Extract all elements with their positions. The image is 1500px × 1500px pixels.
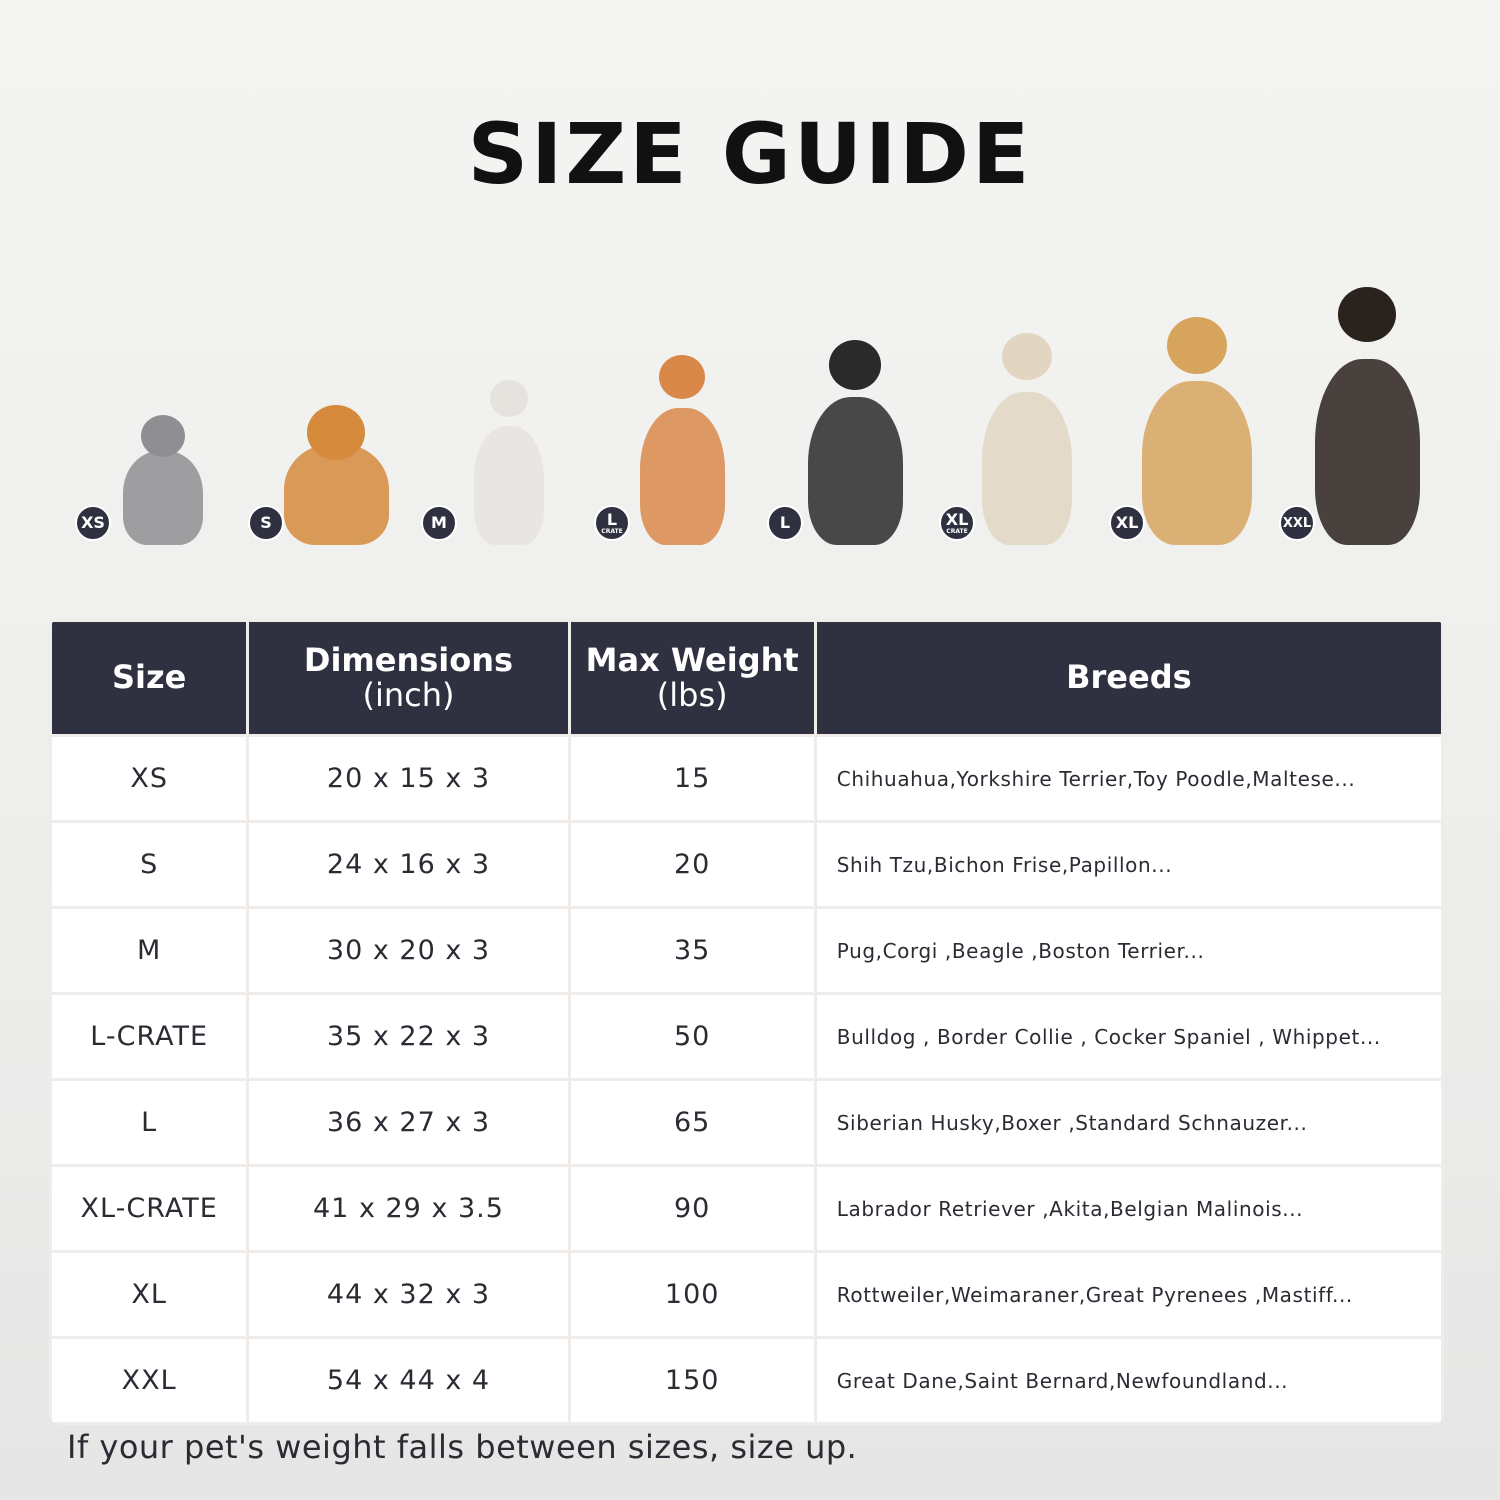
size-cell: M (52, 909, 247, 992)
cat-head (141, 415, 185, 457)
badge-label: XXL (1282, 515, 1312, 531)
pet-cat (123, 415, 203, 545)
size-badge: XL CRATE (939, 505, 975, 541)
pet-pomeranian (283, 405, 389, 545)
badge-label: L (779, 513, 791, 532)
table-row: L 36 x 27 x 3 65 Siberian Husky,Boxer ,Stan… (52, 1081, 1441, 1164)
table-row: XL 44 x 32 x 3 100 Rottweiler,Weimaraner,Gr… (52, 1253, 1441, 1336)
pet-border-collie (807, 340, 903, 545)
badge-label: S (260, 513, 272, 532)
breeds-cell: Great Dane,Saint Bernard,Newfoundland... (816, 1339, 1441, 1422)
dimensions-cell: 20 x 15 x 3 (249, 737, 568, 820)
labrador-head (1002, 333, 1052, 381)
pet-labrador (982, 333, 1072, 545)
table-row: XL-CRATE 41 x 29 x 3.5 90 Labrador Retrieve… (52, 1167, 1441, 1250)
pet-shiba-inu (639, 355, 725, 545)
size-cell: XS (52, 737, 247, 820)
size-cell: S (52, 823, 247, 906)
max-weight-cell: 50 (570, 995, 814, 1078)
badge-sublabel: CRATE (946, 527, 968, 535)
shiba-inu-image (639, 408, 725, 545)
shiba-inu-head (658, 355, 706, 400)
labrador-image (982, 392, 1072, 545)
table-row: L-CRATE 35 x 22 x 3 50 Bulldog , Border Col… (52, 995, 1441, 1078)
size-cell: XXL (52, 1339, 247, 1422)
breeds-cell: Shih Tzu,Bichon Frise,Papillon... (816, 823, 1441, 906)
breeds-cell: Siberian Husky,Boxer ,Standard Schnauzer… (816, 1081, 1441, 1164)
max-weight-cell: 90 (570, 1167, 814, 1250)
max-weight-cell: 150 (570, 1339, 814, 1422)
header-line: Max Weight (585, 640, 799, 679)
size-table: Size Dimensions (inch) Max Weight (lbs) Breed… (49, 619, 1444, 1425)
breeds-cell: Chihuahua,Yorkshire Terrier,Toy Poodle,M… (816, 737, 1441, 820)
pomeranian-head (307, 405, 365, 460)
cat-image (123, 451, 203, 545)
table-row: XS 20 x 15 x 3 15 Chihuahua,Yorkshire Terri… (52, 737, 1441, 820)
badge-label: XL (1115, 513, 1139, 532)
size-cell: L-CRATE (52, 995, 247, 1078)
table-row: M 30 x 20 x 3 35 Pug,Corgi ,Beagle ,Boston … (52, 909, 1441, 992)
breeds-cell: Pug,Corgi ,Beagle ,Boston Terrier... (816, 909, 1441, 992)
size-badge: M (421, 505, 457, 541)
badge-sublabel: CRATE (601, 527, 623, 535)
max-weight-cell: 20 (570, 823, 814, 906)
badge-label: XS (81, 513, 105, 532)
size-badge: XS (75, 505, 111, 541)
doberman-image (1314, 359, 1420, 545)
badge-label: M (431, 513, 447, 532)
header-line: Breeds (1066, 658, 1192, 697)
pomeranian-image (283, 444, 389, 545)
doberman-head (1338, 287, 1396, 342)
size-cell: L (52, 1081, 247, 1164)
badge-label: L (606, 509, 618, 529)
golden-retriever-head (1166, 317, 1228, 375)
dimensions-cell: 35 x 22 x 3 (249, 995, 568, 1078)
column-header: Size (52, 622, 247, 734)
dimensions-cell: 54 x 44 x 4 (249, 1339, 568, 1422)
column-header: Breeds (816, 622, 1441, 734)
max-weight-cell: 35 (570, 909, 814, 992)
border-collie-image (807, 397, 903, 545)
header-line: Dimensions (303, 640, 514, 679)
header-unit: (inch) (362, 676, 455, 714)
border-collie-head (828, 340, 882, 390)
header-unit: (lbs) (656, 676, 728, 714)
page-title: SIZE GUIDE (467, 105, 1033, 203)
column-header: Dimensions (inch) (249, 622, 568, 734)
size-badge: S (248, 505, 284, 541)
size-badge: L CRATE (594, 505, 630, 541)
sizing-note: If your pet's weight falls between sizes… (67, 1428, 858, 1466)
pet-french-bulldog (474, 380, 544, 545)
breeds-cell: Bulldog , Border Collie , Cocker Spaniel… (816, 995, 1441, 1078)
dimensions-cell: 24 x 16 x 3 (249, 823, 568, 906)
table-row: XXL 54 x 44 x 4 150 Great Dane,Saint Bernar… (52, 1339, 1441, 1422)
dimensions-cell: 30 x 20 x 3 (249, 909, 568, 992)
max-weight-cell: 15 (570, 737, 814, 820)
size-cell: XL (52, 1253, 247, 1336)
size-badge: XXL (1279, 505, 1315, 541)
max-weight-cell: 65 (570, 1081, 814, 1164)
column-header: Max Weight (lbs) (570, 622, 814, 734)
dimensions-cell: 41 x 29 x 3.5 (249, 1167, 568, 1250)
golden-retriever-image (1142, 380, 1252, 545)
dimensions-cell: 44 x 32 x 3 (249, 1253, 568, 1336)
size-badge: XL (1109, 505, 1145, 541)
header-line: Size (112, 658, 187, 697)
size-badge: L (767, 505, 803, 541)
breeds-cell: Labrador Retriever ,Akita,Belgian Malino… (816, 1167, 1441, 1250)
badge-label: XL (945, 509, 969, 529)
table-row: S 24 x 16 x 3 20 Shih Tzu,Bichon Frise,Papi… (52, 823, 1441, 906)
pet-golden-retriever (1142, 317, 1252, 545)
french-bulldog-head (489, 380, 529, 417)
size-cell: XL-CRATE (52, 1167, 247, 1250)
pet-doberman (1314, 287, 1420, 545)
french-bulldog-image (474, 426, 544, 545)
dimensions-cell: 36 x 27 x 3 (249, 1081, 568, 1164)
max-weight-cell: 100 (570, 1253, 814, 1336)
breeds-cell: Rottweiler,Weimaraner,Great Pyrenees ,Ma… (816, 1253, 1441, 1336)
